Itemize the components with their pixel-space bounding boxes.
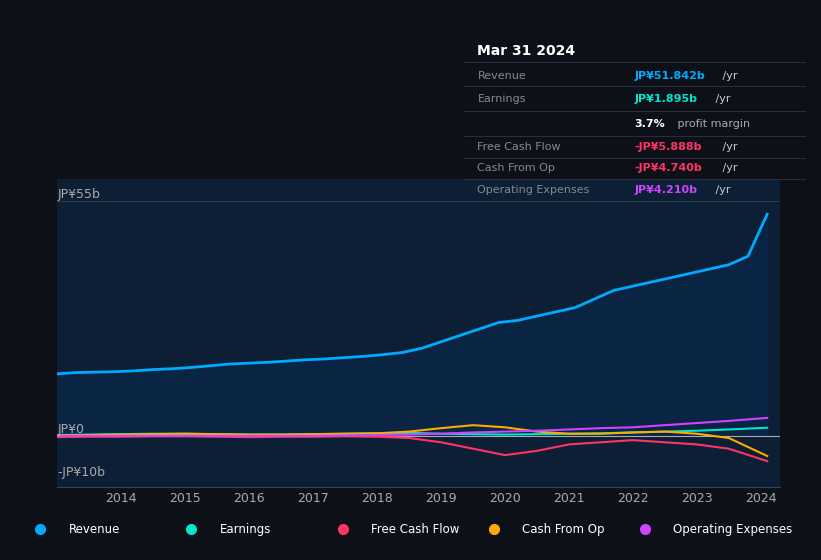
Text: JP¥55b: JP¥55b (57, 188, 100, 200)
Text: Earnings: Earnings (478, 94, 526, 104)
Text: Cash From Op: Cash From Op (522, 522, 605, 536)
Text: Revenue: Revenue (69, 522, 121, 536)
Text: -JP¥5.888b: -JP¥5.888b (635, 142, 702, 152)
Text: /yr: /yr (719, 142, 738, 152)
Text: JP¥0: JP¥0 (57, 423, 85, 436)
Text: /yr: /yr (712, 185, 731, 195)
Text: /yr: /yr (719, 71, 738, 81)
Text: Earnings: Earnings (220, 522, 272, 536)
Text: Operating Expenses: Operating Expenses (478, 185, 589, 195)
Text: JP¥4.210b: JP¥4.210b (635, 185, 697, 195)
Text: profit margin: profit margin (674, 119, 750, 129)
Text: Free Cash Flow: Free Cash Flow (371, 522, 460, 536)
Text: JP¥51.842b: JP¥51.842b (635, 71, 705, 81)
Text: JP¥1.895b: JP¥1.895b (635, 94, 697, 104)
Text: Operating Expenses: Operating Expenses (673, 522, 792, 536)
Text: Cash From Op: Cash From Op (478, 163, 555, 173)
Text: -JP¥4.740b: -JP¥4.740b (635, 163, 702, 173)
Text: -JP¥10b: -JP¥10b (57, 466, 105, 479)
Text: /yr: /yr (719, 163, 738, 173)
Text: Revenue: Revenue (478, 71, 526, 81)
Text: /yr: /yr (712, 94, 731, 104)
Text: Mar 31 2024: Mar 31 2024 (478, 44, 576, 58)
Text: Free Cash Flow: Free Cash Flow (478, 142, 561, 152)
Text: 3.7%: 3.7% (635, 119, 665, 129)
